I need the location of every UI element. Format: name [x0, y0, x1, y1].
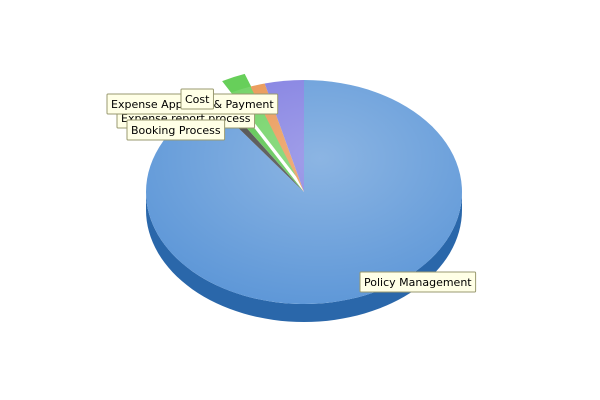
callout-label: Booking Process: [131, 124, 221, 137]
callout-box: [180, 88, 214, 110]
callout-label: Policy Management: [364, 276, 472, 289]
callout-booking-process: Booking Process: [126, 119, 226, 141]
callout-policy-management: Policy Management: [359, 271, 477, 293]
callout-label: Cost: [185, 93, 210, 106]
callout-box: [359, 271, 477, 293]
callout-cost: Cost: [180, 88, 214, 110]
callout-box: [126, 119, 226, 141]
